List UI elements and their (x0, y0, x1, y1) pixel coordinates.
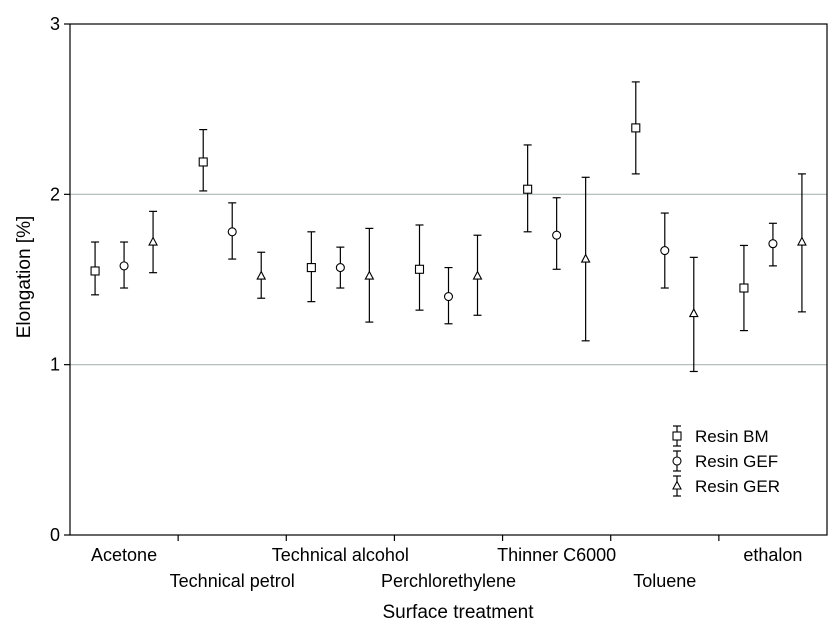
plot-area-border (69, 23, 828, 536)
marker-circle (443, 291, 454, 302)
legend: Resin BM Resin GEF Resin GER (672, 425, 780, 497)
marker-square (90, 266, 100, 276)
x-tick-label: Thinner C6000 (497, 545, 616, 565)
x-tick-label: Perchlorethylene (381, 571, 516, 591)
marker-circle (227, 227, 237, 237)
marker-triangle (148, 236, 158, 246)
legend-label: Resin GEF (695, 452, 778, 471)
x-tick-label: Technical alcohol (272, 545, 409, 565)
y-axis-title: Elongation [%] (14, 216, 35, 339)
marker-triangle (364, 270, 375, 280)
legend-item: Resin BM (672, 425, 769, 447)
marker-triangle (472, 270, 483, 280)
x-axis: Acetone Technical petrol Technical alcohol… (91, 535, 802, 591)
marker-square (631, 123, 641, 133)
marker-triangle (580, 253, 591, 263)
x-tick-label: Technical petrol (170, 571, 295, 591)
marker-square (198, 157, 208, 167)
legend-label: Resin GER (695, 477, 780, 496)
data-marks (90, 81, 807, 373)
series-resin-bm (90, 81, 749, 332)
grid (70, 193, 827, 366)
marker-triangle (672, 480, 682, 490)
marker-circle (660, 245, 670, 256)
marker-square (414, 264, 425, 274)
marker-circle (672, 456, 682, 466)
x-axis-title: Surface treatment (382, 602, 534, 623)
marker-circle (119, 261, 129, 271)
y-tick-label: 2 (50, 184, 60, 204)
x-tick-label: Toluene (633, 571, 696, 591)
marker-circle (552, 230, 562, 240)
legend-label: Resin BM (695, 427, 769, 446)
marker-square (306, 263, 316, 273)
plot-frame (69, 23, 828, 536)
marker-triangle (797, 236, 807, 246)
y-tick-label: 3 (50, 14, 60, 34)
y-tick-label: 0 (50, 525, 60, 545)
series-resin-gef (119, 197, 778, 325)
y-tick-label: 1 (50, 355, 60, 375)
marker-triangle (688, 307, 699, 318)
y-axis: 0 1 2 3 (50, 14, 70, 545)
series-resin-ger (148, 173, 807, 373)
marker-square (523, 184, 533, 194)
marker-triangle (256, 270, 267, 280)
x-tick-label: ethalon (743, 545, 802, 565)
legend-item: Resin GER (672, 475, 780, 497)
legend-item: Resin GEF (672, 450, 778, 472)
marker-circle (768, 239, 778, 249)
marker-square (672, 431, 682, 441)
marker-circle (335, 263, 345, 273)
marker-square (739, 283, 749, 293)
x-tick-label: Acetone (91, 545, 157, 565)
